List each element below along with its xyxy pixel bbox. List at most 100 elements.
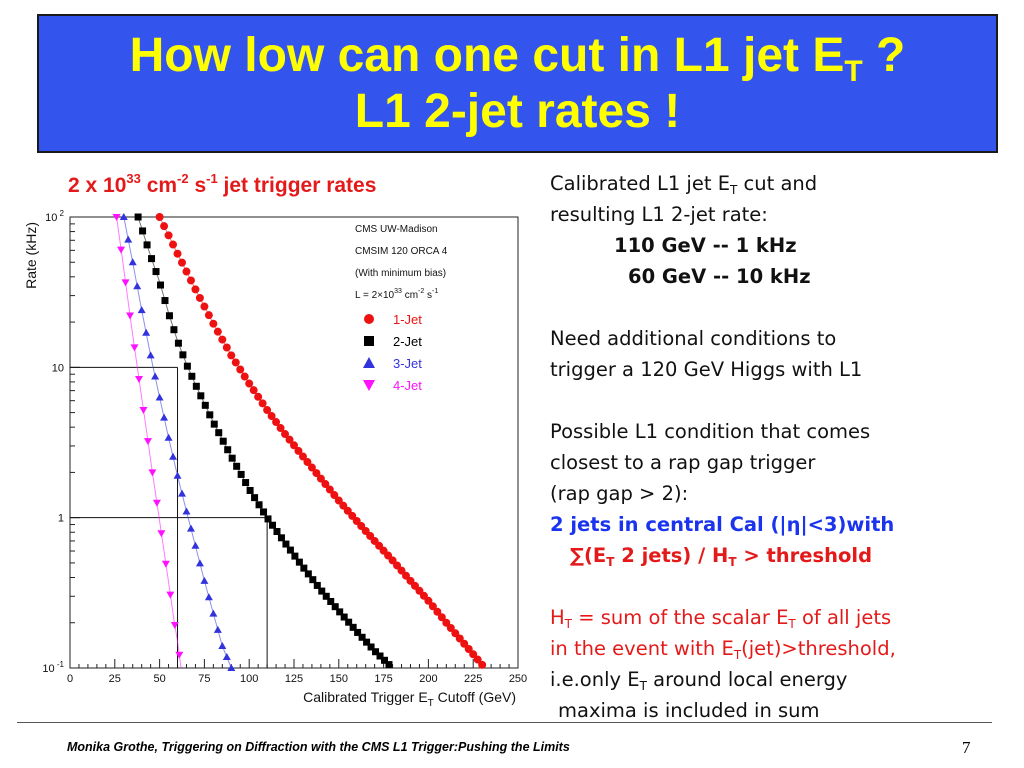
marker-2-Jet: [197, 392, 205, 400]
h1sub2: T: [788, 617, 796, 631]
condition-line-1: 2 jets in central Cal (|η|<3)with: [550, 509, 1020, 540]
marker-1-Jet: [321, 480, 330, 489]
ht-definition-1: HT = sum of the scalar ET of all jets: [550, 602, 1020, 633]
marker-1-Jet: [191, 285, 200, 294]
marker-1-Jet: [325, 485, 334, 494]
legend-marker-2-Jet: [364, 336, 374, 346]
marker-2-Jet: [376, 652, 384, 660]
y-tick-label: 10 -1: [42, 660, 64, 675]
marker-2-Jet: [260, 508, 268, 516]
legend-label-4-Jet: 4-Jet: [393, 378, 422, 393]
t14b: around local energy: [646, 668, 848, 691]
marker-1-Jet: [294, 446, 303, 455]
y-tick-label: 1: [58, 513, 64, 525]
page-number: 7: [962, 738, 971, 757]
marker-1-Jet: [254, 392, 263, 401]
marker-4-Jet: [166, 591, 175, 599]
marker-3-Jet: [119, 213, 128, 220]
footer-citation: Monika Grothe, Triggering on Diffraction…: [67, 740, 570, 754]
text-line-9: (rap gap > 2):: [550, 482, 689, 505]
rate-chart-svg: 0 25 50 75 100 125 150 175 200 225 250 10 -1 1 10 10 2…: [23, 209, 527, 709]
x-tick-label: 250: [509, 673, 527, 685]
slide-title-line2: L1 2-jet rates !: [354, 84, 681, 138]
marker-2-Jet: [367, 643, 375, 651]
marker-1-Jet: [285, 435, 294, 444]
marker-2-Jet: [349, 623, 357, 631]
legend-marker-3-Jet: [363, 357, 375, 368]
y-axis-title: Rate (kHz): [23, 222, 39, 289]
marker-1-Jet: [186, 276, 195, 285]
rate-60: 60 GeV -- 10 kHz: [628, 265, 811, 288]
marker-1-Jet: [460, 639, 469, 648]
x-tick-label: 50: [153, 673, 165, 685]
plot-caption: 2 x 1033 cm-2 s-1 jet trigger rates: [68, 171, 376, 198]
marker-1-Jet: [240, 372, 249, 381]
h1sub: T: [564, 617, 573, 631]
caption-cm: cm: [140, 174, 178, 197]
marker-2-Jet: [286, 546, 294, 554]
marker-2-Jet: [143, 241, 151, 249]
legend-marker-1-Jet: [364, 314, 374, 324]
text-line-7: Possible L1 condition that comes: [550, 420, 871, 443]
marker-1-Jet: [231, 358, 240, 367]
marker-4-Jet: [121, 279, 130, 287]
marker-2-Jet: [363, 638, 371, 646]
x-tick-label: 0: [67, 673, 73, 685]
c2b: 2 jets) / H: [614, 544, 729, 567]
marker-2-Jet: [215, 429, 223, 437]
legend-label-1-Jet: 1-Jet: [393, 312, 422, 327]
marker-3-Jet: [182, 507, 191, 515]
marker-3-Jet: [151, 372, 160, 380]
marker-3-Jet: [128, 258, 137, 266]
marker-2-Jet: [380, 656, 388, 664]
spacer-2: [550, 385, 1020, 416]
marker-3-Jet: [186, 524, 195, 532]
text-line-2: resulting L1 2-jet rate:: [550, 203, 768, 226]
marker-1-Jet: [182, 267, 191, 276]
marker-2-Jet: [174, 339, 182, 347]
marker-1-Jet: [281, 430, 290, 439]
marker-2-Jet: [385, 661, 393, 669]
marker-3-Jet: [169, 452, 178, 460]
c2sub2: T: [728, 555, 737, 569]
legend-label-2-Jet: 2-Jet: [393, 334, 422, 349]
h1c: of all jets: [795, 606, 892, 629]
marker-1-Jet: [428, 602, 437, 611]
marker-2-Jet: [318, 587, 326, 595]
marker-2-Jet: [255, 501, 263, 509]
marker-1-Jet: [478, 660, 487, 669]
t1b: cut and: [737, 172, 818, 195]
text-line-1: Calibrated L1 jet ET cut and: [550, 168, 1020, 199]
caption-prefix: 2 x 10: [68, 174, 127, 197]
marker-2-Jet: [233, 462, 241, 470]
marker-1-Jet: [267, 412, 276, 421]
marker-1-Jet: [442, 618, 451, 627]
marker-1-Jet: [204, 311, 213, 320]
marker-2-Jet: [273, 528, 281, 536]
x-axis-title: Calibrated Trigger ET Cutoff (GeV): [303, 689, 516, 709]
text-line-8: closest to a rap gap trigger: [550, 451, 816, 474]
marker-2-Jet: [201, 401, 209, 409]
info-text-line: CMS UW-Madison: [355, 224, 438, 235]
caption-exp1: 33: [126, 171, 141, 186]
marker-4-Jet: [117, 246, 126, 254]
h2sub: T: [733, 648, 742, 662]
title-banner: How low can one cut in L1 jet ET ? L1 2-…: [37, 14, 998, 153]
marker-3-Jet: [173, 471, 182, 479]
marker-3-Jet: [204, 593, 213, 601]
marker-4-Jet: [170, 622, 179, 630]
marker-3-Jet: [164, 433, 173, 441]
marker-3-Jet: [146, 351, 155, 359]
marker-1-Jet: [272, 418, 281, 427]
marker-3-Jet: [200, 576, 209, 584]
marker-1-Jet: [276, 424, 285, 433]
marker-2-Jet: [354, 628, 362, 636]
marker-2-Jet: [179, 351, 187, 359]
marker-2-Jet: [139, 227, 147, 235]
marker-2-Jet: [277, 534, 285, 542]
marker-4-Jet: [143, 438, 152, 446]
marker-2-Jet: [309, 576, 317, 584]
marker-2-Jet: [224, 446, 232, 454]
marker-1-Jet: [164, 231, 173, 240]
marker-1-Jet: [290, 441, 298, 450]
